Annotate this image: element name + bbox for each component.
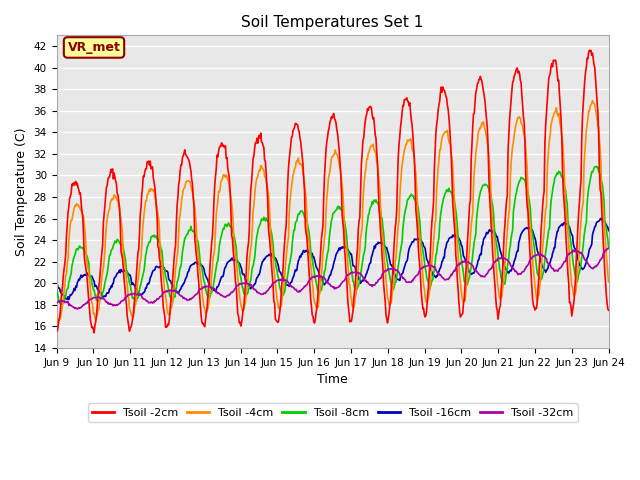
X-axis label: Time: Time xyxy=(317,373,348,386)
Text: VR_met: VR_met xyxy=(68,41,120,54)
Legend: Tsoil -2cm, Tsoil -4cm, Tsoil -8cm, Tsoil -16cm, Tsoil -32cm: Tsoil -2cm, Tsoil -4cm, Tsoil -8cm, Tsoi… xyxy=(88,403,578,422)
Title: Soil Temperatures Set 1: Soil Temperatures Set 1 xyxy=(241,15,424,30)
Y-axis label: Soil Temperature (C): Soil Temperature (C) xyxy=(15,127,28,256)
